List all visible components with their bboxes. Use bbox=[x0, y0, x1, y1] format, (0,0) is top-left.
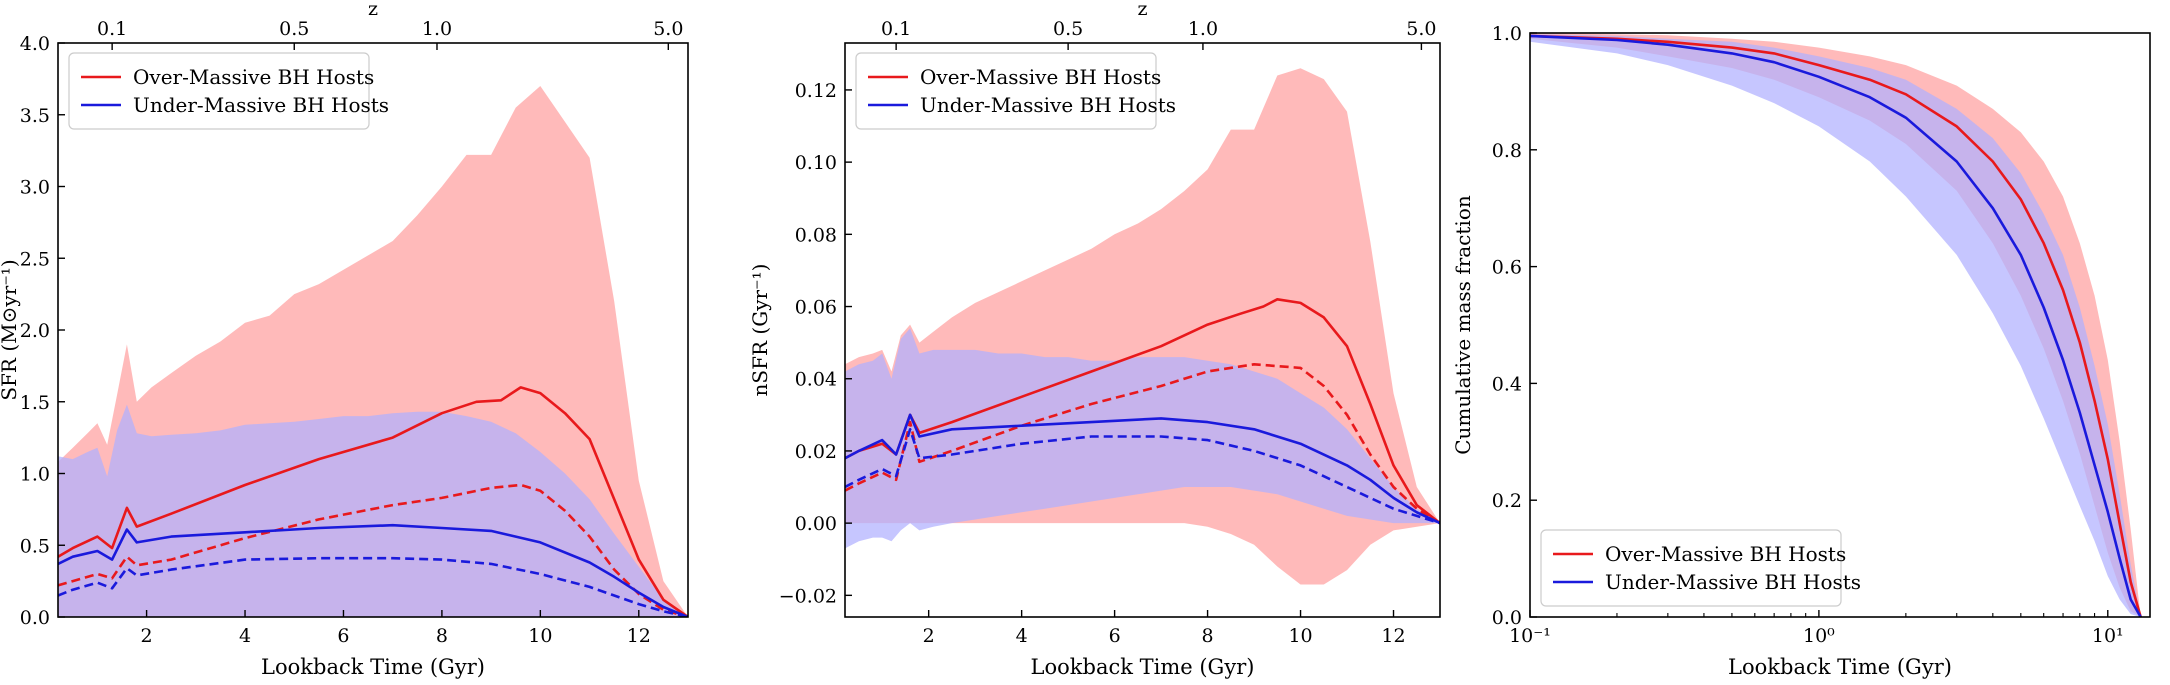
top-tick-label: 0.1 bbox=[881, 18, 911, 40]
top-axis-label: z bbox=[368, 0, 378, 20]
axes-frame bbox=[1529, 32, 2151, 618]
legend-box bbox=[68, 52, 370, 130]
plot-area bbox=[1530, 33, 2142, 617]
legend-label-over: Over-Massive BH Hosts bbox=[920, 65, 1161, 89]
panel-sfr: 2 4 6 8 10 12 0.0 0.5 1.0 1.5 2.0 2.5 3.0 3.5 4.0 0.1… bbox=[0, 0, 689, 679]
y-tick-label: 0.06 bbox=[795, 297, 837, 319]
y-tick-label: 2.5 bbox=[20, 248, 50, 270]
y-tick-label: 0.08 bbox=[795, 224, 837, 246]
y-tick-label: 0.6 bbox=[1492, 257, 1522, 279]
top-axis: 0.1 0.5 1.0 5.0 bbox=[881, 18, 1437, 50]
top-tick-label: 0.5 bbox=[279, 18, 309, 40]
x-tick-label: 2 bbox=[923, 625, 935, 647]
x-tick-label: 12 bbox=[1381, 625, 1405, 647]
top-tick-label: 5.0 bbox=[1406, 18, 1436, 40]
line-over-massive-median bbox=[58, 386, 688, 617]
y-tick-label: 0.5 bbox=[20, 535, 50, 557]
y-tick-label: 1.0 bbox=[1492, 23, 1522, 45]
y-tick-label: 0.12 bbox=[795, 80, 837, 102]
y-axis-label: SFR (M⊙yr⁻¹) bbox=[0, 259, 21, 400]
y-tick-label: 3.0 bbox=[20, 177, 50, 199]
y-tick-label: 0.8 bbox=[1492, 140, 1522, 162]
x-axis: 2 4 6 8 10 12 bbox=[923, 610, 1406, 647]
panel-cumulative: 10⁻¹ 10⁰ 10¹ 0.0 0.2 0.4 0.6 0.8 1.0 Lookback T… bbox=[1451, 23, 2151, 679]
x-axis-label: Lookback Time (Gyr) bbox=[1728, 655, 1952, 679]
legend-box bbox=[1540, 529, 1842, 607]
y-axis-label: Cumulative mass fraction bbox=[1451, 195, 1475, 455]
y-axis: 0.0 0.5 1.0 1.5 2.0 2.5 3.0 3.5 4.0 bbox=[20, 33, 65, 629]
line-under-massive-mean bbox=[58, 556, 688, 617]
x-tick-label: 10⁰ bbox=[1803, 625, 1835, 647]
line-under-massive-median bbox=[845, 413, 1440, 525]
y-tick-label: 1.0 bbox=[20, 464, 50, 486]
top-tick-label: 5.0 bbox=[653, 18, 683, 40]
y-tick-label: 0.0 bbox=[1492, 607, 1522, 629]
axes-frame bbox=[844, 42, 1441, 618]
legend-label-under: Under-Massive BH Hosts bbox=[1605, 570, 1861, 594]
top-tick-label: 0.5 bbox=[1053, 18, 1083, 40]
x-tick-label: 10¹ bbox=[2092, 625, 2124, 647]
y-tick-label: 0.00 bbox=[795, 513, 837, 535]
legend-label-under: Under-Massive BH Hosts bbox=[920, 93, 1176, 117]
line-over-massive-mean bbox=[845, 362, 1440, 525]
top-axis: 0.1 0.5 1.0 5.0 bbox=[97, 18, 683, 50]
y-tick-label: 0.4 bbox=[1492, 373, 1522, 395]
x-tick-label: 6 bbox=[1109, 625, 1121, 647]
x-axis: 2 4 6 8 10 12 bbox=[141, 610, 651, 647]
x-tick-label: 10 bbox=[528, 625, 552, 647]
x-axis: 10⁻¹ 10⁰ 10¹ bbox=[1509, 610, 2124, 647]
panel-nsfr: 2 4 6 8 10 12 −0.02 0.00 0.02 0.04 0.06 0.08 0.10 0.… bbox=[748, 0, 1441, 679]
top-tick-label: 1.0 bbox=[422, 18, 452, 40]
y-tick-label: 0.04 bbox=[795, 369, 837, 391]
y-tick-label: 0.10 bbox=[795, 152, 837, 174]
x-tick-label: 2 bbox=[141, 625, 153, 647]
y-tick-label: 2.0 bbox=[20, 320, 50, 342]
x-tick-label: 10⁻¹ bbox=[1509, 625, 1551, 647]
legend-label-over: Over-Massive BH Hosts bbox=[1605, 542, 1846, 566]
top-tick-label: 1.0 bbox=[1188, 18, 1218, 40]
y-tick-label: 0.2 bbox=[1492, 490, 1522, 512]
y-tick-label: 1.5 bbox=[20, 392, 50, 414]
legend: Over-Massive BH Hosts Under-Massive BH H… bbox=[68, 52, 389, 130]
x-tick-label: 8 bbox=[1202, 625, 1214, 647]
line-over-massive-mean bbox=[58, 483, 688, 617]
x-tick-label: 4 bbox=[239, 625, 251, 647]
y-tick-label: 0.0 bbox=[20, 607, 50, 629]
line-under-massive-median bbox=[58, 523, 688, 617]
band-under-massive bbox=[1530, 34, 2141, 617]
y-axis: 0.0 0.2 0.4 0.6 0.8 1.0 bbox=[1492, 23, 1537, 629]
legend-label-over: Over-Massive BH Hosts bbox=[133, 65, 374, 89]
plot-area bbox=[58, 86, 688, 617]
top-axis-label: z bbox=[1137, 0, 1147, 20]
x-tick-label: 8 bbox=[436, 625, 448, 647]
y-axis-label: nSFR (Gyr⁻¹) bbox=[748, 264, 772, 397]
plot-content bbox=[58, 86, 688, 617]
legend: Over-Massive BH Hosts Under-Massive BH H… bbox=[1540, 529, 1861, 607]
x-axis-label: Lookback Time (Gyr) bbox=[1031, 655, 1255, 679]
plot-area bbox=[845, 68, 1440, 585]
top-tick-label: 0.1 bbox=[97, 18, 127, 40]
y-tick-label: 0.02 bbox=[795, 441, 837, 463]
legend-box bbox=[855, 52, 1157, 130]
x-tick-label: 4 bbox=[1016, 625, 1028, 647]
line-under-massive-mean bbox=[845, 427, 1440, 525]
y-tick-label: 3.5 bbox=[20, 105, 50, 127]
x-tick-label: 12 bbox=[627, 625, 651, 647]
x-axis-label: Lookback Time (Gyr) bbox=[261, 655, 485, 679]
plot-content bbox=[1530, 33, 2142, 617]
x-tick-label: 10 bbox=[1288, 625, 1312, 647]
y-tick-label: −0.02 bbox=[779, 585, 837, 607]
y-axis: −0.02 0.00 0.02 0.04 0.06 0.08 0.10 0.12 bbox=[779, 80, 852, 607]
plot-content bbox=[845, 68, 1440, 585]
legend-label-under: Under-Massive BH Hosts bbox=[133, 93, 389, 117]
x-tick-label: 6 bbox=[337, 625, 349, 647]
line-under-massive-median bbox=[1530, 34, 2142, 617]
legend: Over-Massive BH Hosts Under-Massive BH H… bbox=[855, 52, 1176, 130]
line-over-massive-median bbox=[1530, 34, 2142, 617]
y-tick-label: 4.0 bbox=[20, 33, 50, 55]
band-under-massive bbox=[845, 328, 1440, 549]
